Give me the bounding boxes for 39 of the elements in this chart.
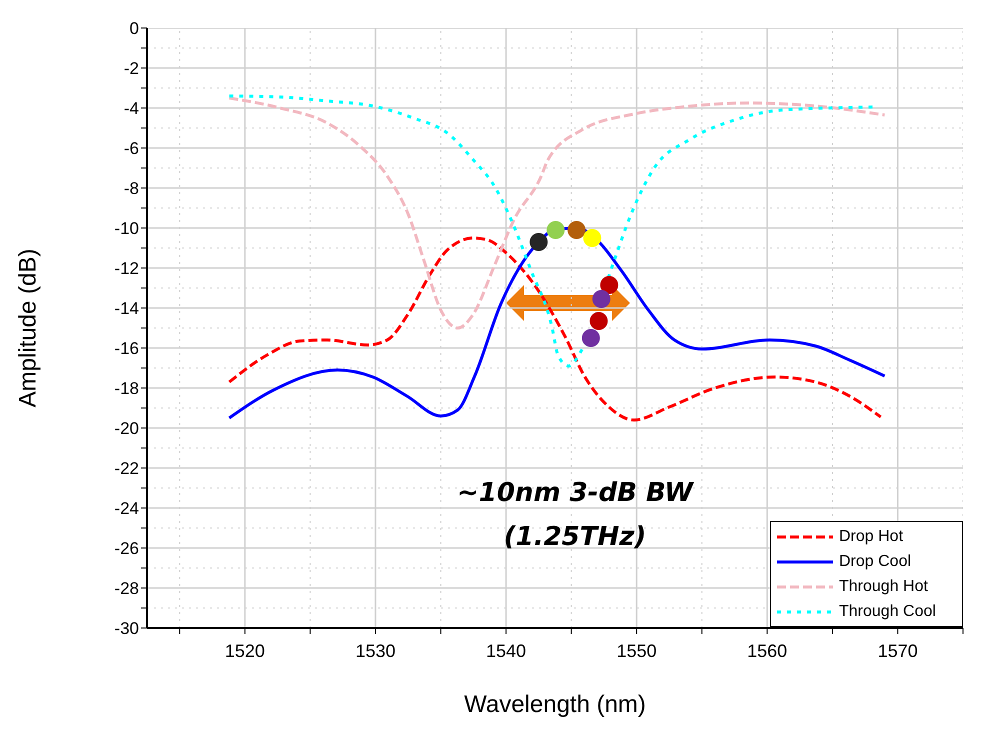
y-tick-label: -24: [114, 499, 139, 518]
point: [592, 290, 610, 308]
y-tick-label: -30: [114, 619, 139, 638]
point: [600, 276, 618, 294]
legend-label: Through Cool: [839, 602, 936, 620]
y-tick-label: -10: [114, 219, 139, 238]
line-series: [228, 96, 886, 330]
point: [568, 221, 586, 239]
y-tick-label: -26: [114, 539, 139, 558]
point: [546, 221, 565, 239]
legend-label: Drop Cool: [839, 552, 912, 570]
x-tick-label: 1540: [486, 640, 526, 661]
point: [583, 229, 602, 247]
x-tick-label: 1530: [355, 640, 396, 661]
y-tick-label: -22: [114, 459, 139, 478]
y-tick-label: -14: [114, 299, 139, 318]
point: [582, 329, 600, 347]
y-tick-label: -2: [124, 59, 139, 78]
legend-label: Through Hot: [839, 578, 928, 596]
annotation: ~10nm 3-dB BW: [456, 478, 695, 508]
y-tick-label: -12: [114, 259, 139, 278]
y-axis-title: Amplitude (dB): [14, 248, 42, 408]
annotation: (1.25THz): [502, 522, 648, 552]
x-tick-label: 1570: [878, 640, 918, 661]
x-tick-label: 1520: [224, 640, 265, 661]
x-tick-label: 1550: [616, 640, 657, 661]
x-tick-label: 1560: [747, 640, 788, 661]
legend-label: Drop Hot: [839, 528, 904, 546]
point: [530, 233, 548, 251]
y-tick-label: -6: [124, 139, 139, 158]
y-tick-label: -4: [124, 99, 139, 118]
y-tick-label: -18: [114, 379, 139, 398]
y-tick-label: -8: [124, 179, 139, 198]
y-tick-label: 0: [130, 19, 139, 38]
x-axis-title: Wavelength (nm): [464, 691, 646, 718]
y-tick-label: -16: [114, 339, 139, 358]
y-tick-label: -20: [114, 419, 139, 438]
point: [590, 312, 608, 330]
y-tick-label: -28: [114, 579, 139, 598]
